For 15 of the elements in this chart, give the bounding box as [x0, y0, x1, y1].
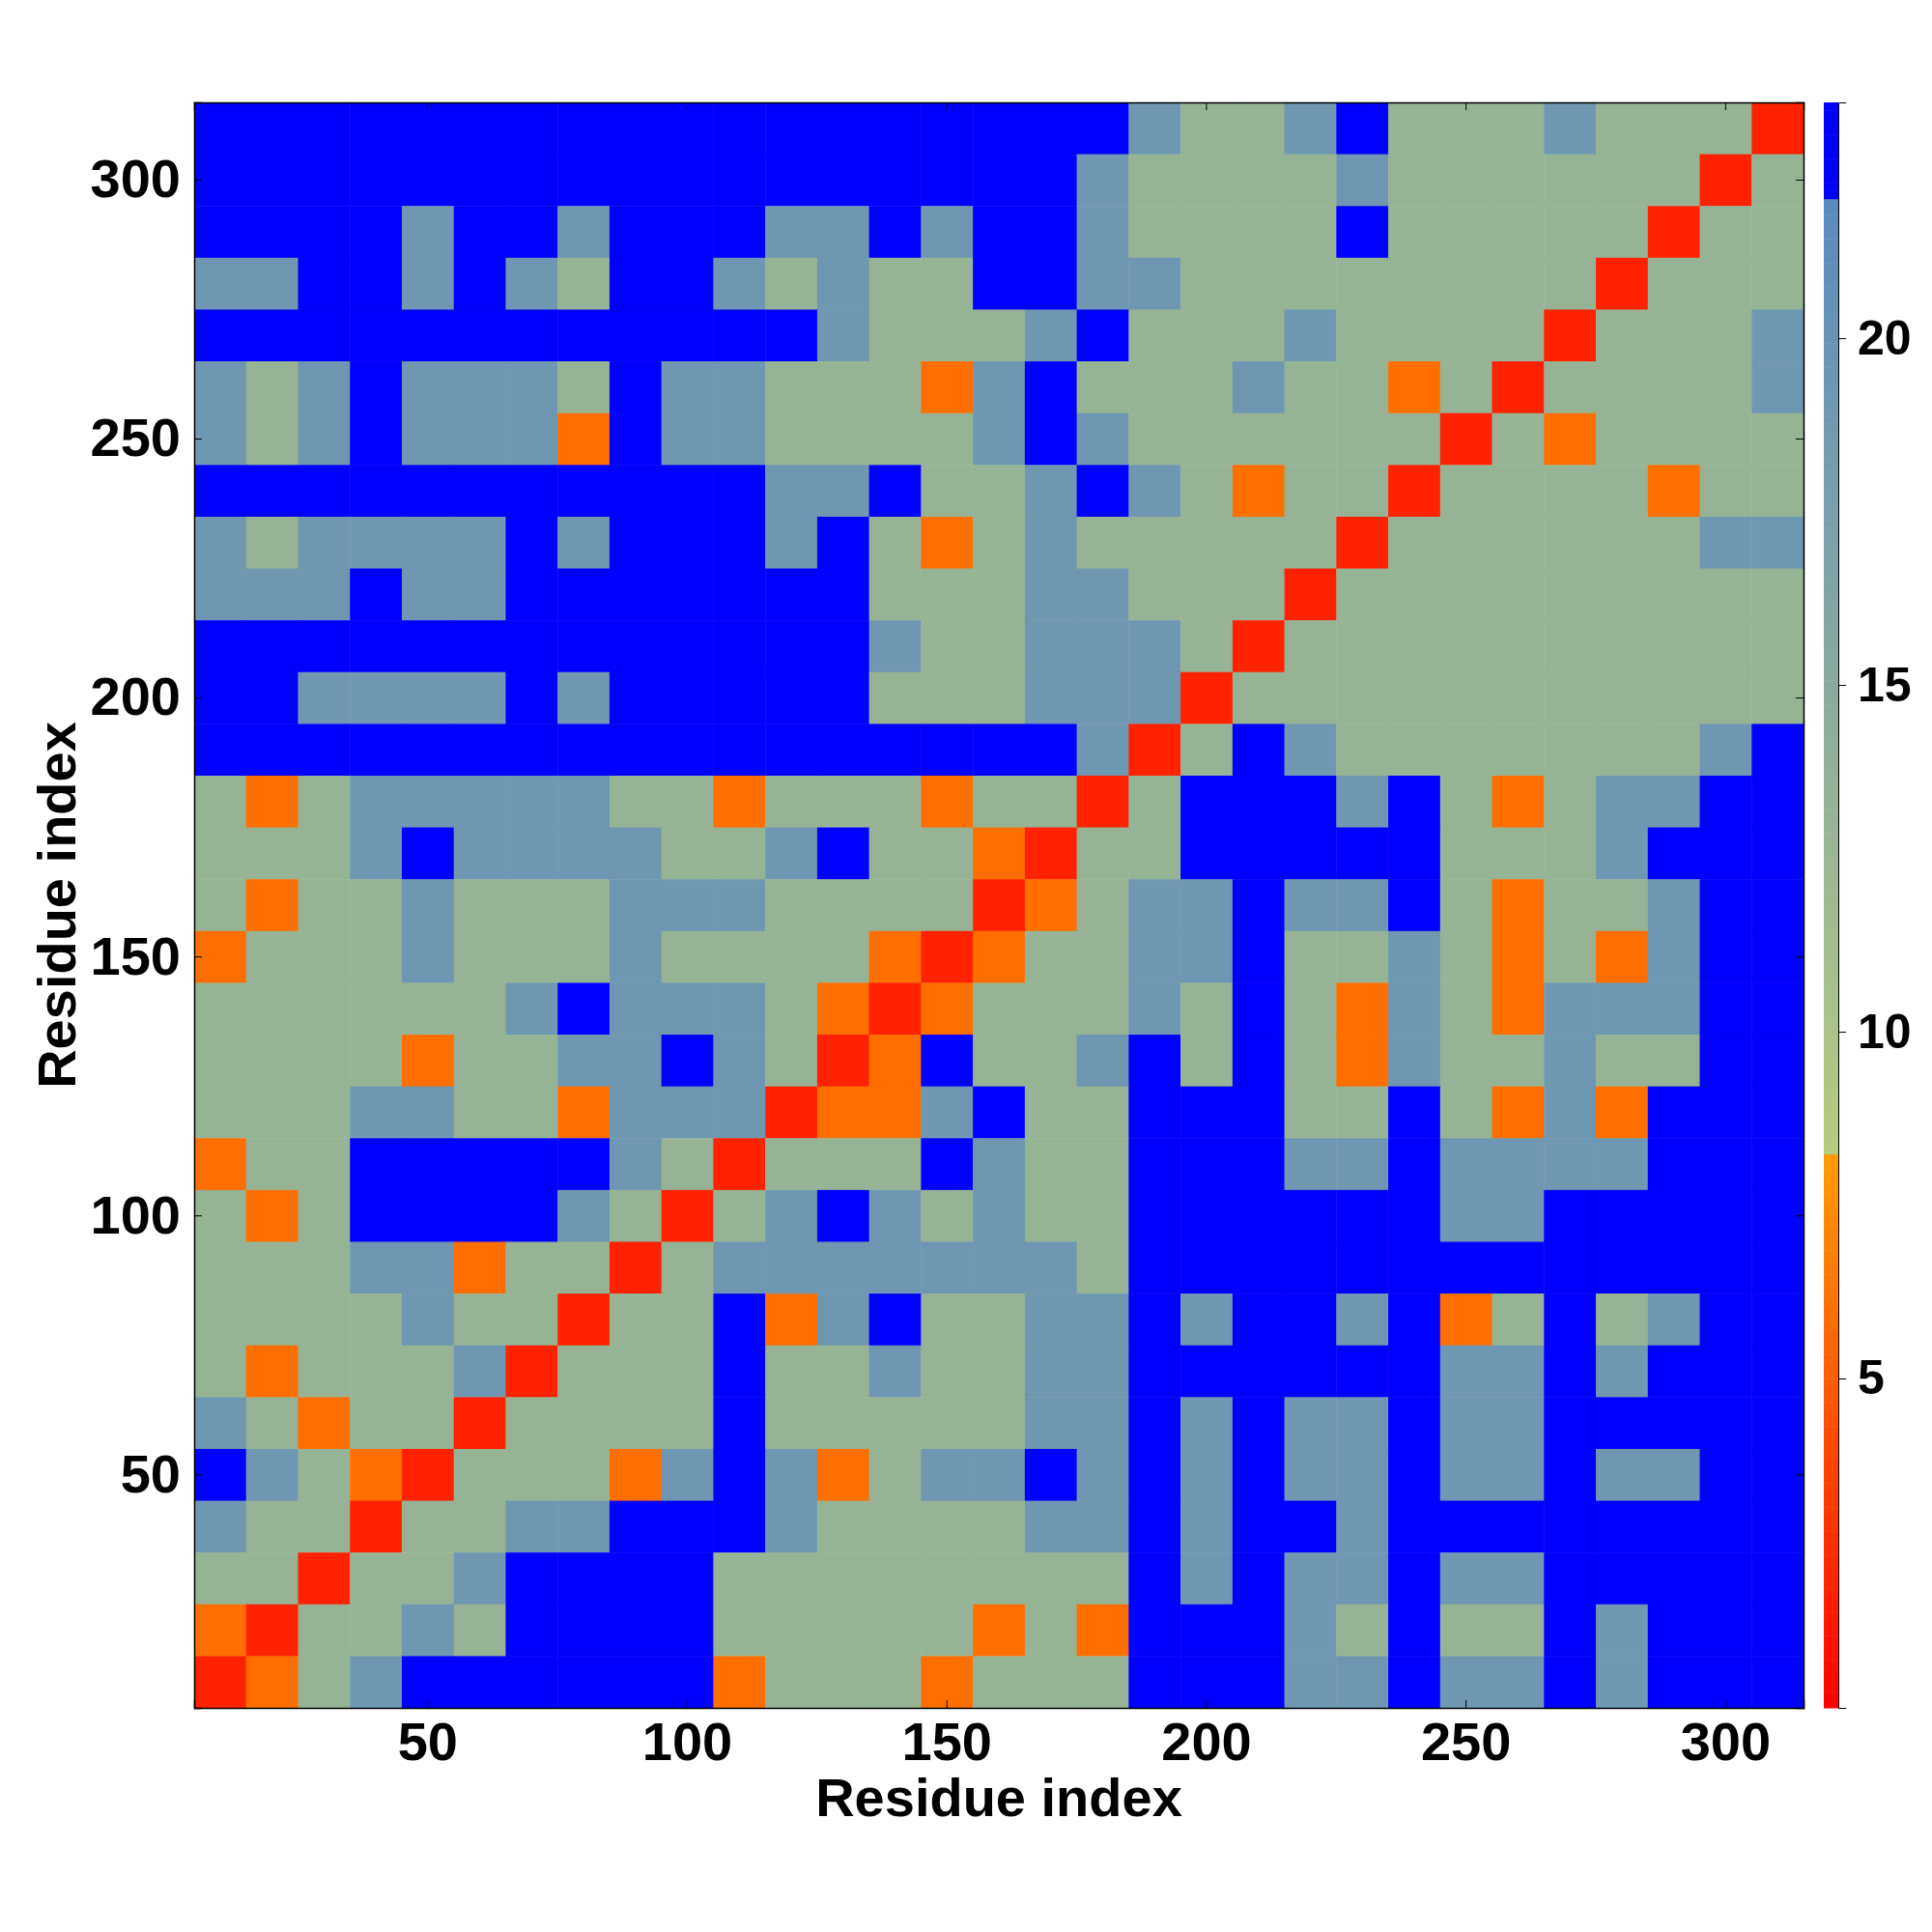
color-bar-label: 10: [1858, 1004, 1912, 1059]
y-tick-label: 250: [90, 407, 181, 469]
y-tick-label: 300: [90, 148, 181, 210]
x-tick-label: 250: [1420, 1710, 1512, 1772]
y-tick-label: 100: [90, 1183, 181, 1245]
x-tick-label: 300: [1680, 1710, 1772, 1772]
x-tick-label: 100: [641, 1710, 733, 1772]
y-tick-label: 200: [90, 666, 181, 727]
color-bar-label: 5: [1858, 1350, 1885, 1406]
y-axis-title: Residue index: [26, 722, 87, 1089]
y-tick-label: 150: [90, 924, 181, 986]
y-tick-label: 50: [120, 1442, 181, 1504]
x-tick-label: 50: [397, 1710, 458, 1772]
color-bar-label: 20: [1858, 310, 1912, 365]
color-bar-label: 15: [1858, 657, 1912, 712]
